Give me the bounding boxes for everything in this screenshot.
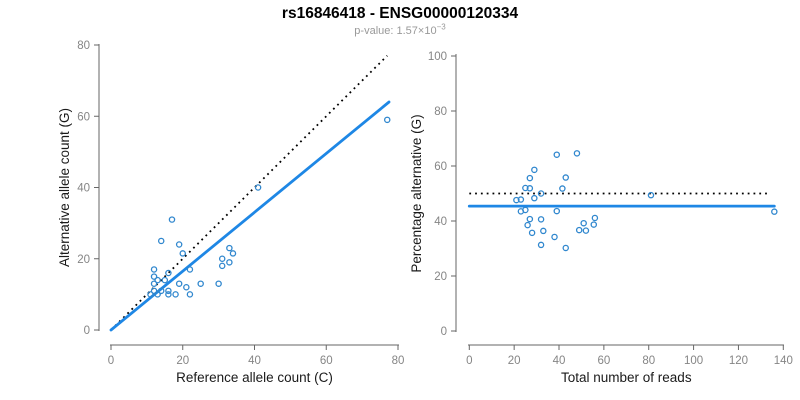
data-point: [522, 184, 529, 192]
data-point: [526, 185, 534, 192]
data-point: [573, 150, 581, 157]
data-point: [562, 174, 569, 181]
data-point: [540, 227, 547, 235]
data-point: [590, 221, 598, 228]
y-tick-label: 80: [77, 40, 90, 52]
y-tick-label: 40: [434, 216, 447, 228]
x-tick-label: 20: [176, 355, 189, 367]
data-point: [575, 226, 583, 234]
data-point: [161, 276, 169, 284]
data-point: [168, 216, 176, 223]
x-axis-title: Total number of reads: [561, 370, 692, 385]
data-point: [154, 276, 161, 284]
data-point: [147, 291, 154, 298]
x-axis-title: Reference allele count (C): [176, 370, 333, 385]
p-value-exponent: −3: [436, 22, 446, 32]
data-point: [226, 244, 233, 252]
data-point: [150, 280, 158, 287]
data-point: [513, 196, 520, 204]
data-point: [528, 229, 536, 237]
data-point: [183, 283, 190, 291]
data-point: [531, 166, 538, 174]
data-point: [771, 208, 778, 215]
data-point: [562, 244, 569, 252]
data-point: [157, 287, 165, 295]
data-point: [150, 273, 158, 280]
data-point: [582, 227, 590, 234]
data-point: [172, 291, 179, 298]
data-point: [229, 250, 237, 257]
data-point: [526, 215, 534, 223]
data-point: [226, 259, 233, 266]
y-axis-title: Alternative allele count (G): [57, 108, 72, 267]
data-point: [165, 269, 172, 277]
data-point: [537, 190, 545, 197]
data-point: [647, 191, 655, 199]
data-point: [179, 250, 186, 257]
percentage-panel: 0 20 40 60 80 100 120 140 0 20 40 60 80 100 Total numb…: [409, 51, 793, 385]
data-point: [186, 266, 194, 273]
data-point: [537, 216, 545, 223]
data-point: [197, 280, 204, 287]
data-point: [218, 255, 226, 262]
p-value-text: p-value: 1.57×10: [354, 25, 437, 37]
y-tick-label: 80: [434, 106, 447, 118]
data-point: [215, 280, 222, 287]
data-point: [553, 151, 561, 158]
x-tick-label: 40: [553, 355, 566, 367]
data-point: [537, 241, 545, 249]
data-point: [531, 194, 538, 202]
data-point: [154, 291, 161, 298]
x-tick-label: 40: [248, 355, 261, 367]
figure-title: rs16846418 - ENSG00000120334: [281, 5, 519, 22]
x-tick-label: 0: [108, 355, 114, 367]
data-point: [524, 221, 531, 229]
data-point: [517, 208, 525, 215]
figure-subtitle: p-value: 1.57×10−3: [0, 22, 800, 37]
x-tick-label: 0: [466, 355, 472, 367]
y-tick-label: 60: [434, 161, 447, 173]
data-point: [150, 266, 158, 273]
data-point: [186, 291, 194, 298]
x-tick-label: 20: [508, 355, 521, 367]
y-axis-title: Percentage alternative (G): [409, 114, 424, 272]
data-point: [175, 241, 183, 248]
data-point: [526, 174, 534, 182]
y-tick-label: 60: [77, 111, 90, 123]
data-point: [553, 207, 561, 215]
x-tick-label: 120: [729, 355, 748, 367]
y-tick-label: 100: [428, 51, 447, 63]
data-point: [580, 219, 587, 227]
allele-counts-panel: 0 20 40 60 80 0 20 40 60 80 Reference allele count…: [57, 40, 404, 385]
x-tick-label: 80: [642, 355, 655, 367]
x-tick-label: 140: [774, 355, 793, 367]
y-tick-label: 20: [77, 254, 90, 266]
y-tick-label: 0: [441, 326, 447, 338]
x-tick-label: 60: [597, 355, 610, 367]
data-point: [165, 287, 172, 295]
data-point: [165, 291, 172, 298]
y-tick-label: 20: [434, 271, 447, 283]
data-point: [218, 262, 226, 270]
x-tick-label: 100: [684, 355, 703, 367]
data-point: [551, 233, 558, 241]
data-point: [591, 214, 599, 222]
data-point: [517, 196, 525, 203]
data-point: [175, 280, 183, 287]
y-tick-label: 0: [84, 325, 90, 337]
data-point: [383, 116, 391, 124]
data-point: [150, 287, 158, 295]
data-point: [254, 184, 262, 191]
x-tick-label: 60: [320, 355, 333, 367]
y-tick-label: 40: [77, 183, 90, 195]
x-tick-label: 80: [392, 355, 405, 367]
data-point: [559, 185, 566, 192]
data-point: [157, 237, 165, 245]
